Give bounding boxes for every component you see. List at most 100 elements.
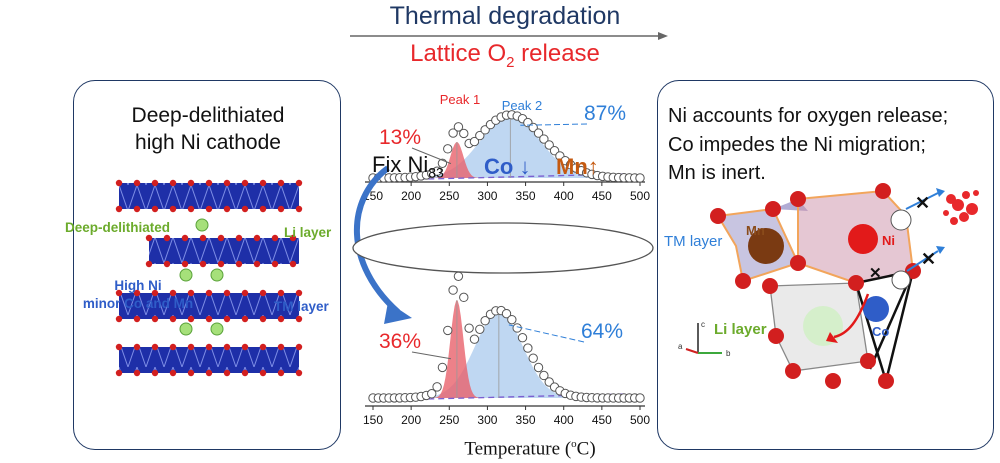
composition-ellipse [352,222,654,274]
slab-oxygen [259,289,267,297]
slab-oxygen [223,343,231,351]
x-tick-label: 450 [592,189,612,203]
oxygen-atom [878,373,894,389]
x-tick-label: 200 [401,189,421,203]
li-layer-label: Li layer [284,225,332,240]
slab-oxygen [223,369,231,377]
data-point [544,140,554,150]
oxygen-atom [765,201,781,217]
data-point [507,314,517,325]
data-point [448,285,458,295]
peak1-share: 36% [379,330,421,353]
diagram-subtitle: Lattice O2 release [410,40,600,71]
data-point [469,334,480,344]
data-point [539,134,549,144]
slab-oxygen [241,315,249,323]
peak1-area [430,300,488,398]
left-panel: Deep-delithiated high Ni cathode Deep-de… [65,80,341,450]
tm-slab [119,347,299,373]
data-point [453,122,464,132]
x-tick-label: 300 [477,189,497,203]
slab-oxygen [169,205,177,213]
slab-oxygen [115,343,123,351]
svg-text:✕: ✕ [915,193,930,213]
slab-oxygen [259,315,267,323]
slab-oxygen [241,289,249,297]
slab-oxygen [169,343,177,351]
slab-oxygen [145,234,153,242]
conclusion-mn: Mn is inert. [668,162,766,184]
slab-oxygen [115,205,123,213]
x-tick-label: 150 [363,413,383,427]
slab-oxygen [151,205,159,213]
slab-oxygen [235,260,243,268]
right-panel: Ni accounts for oxygen release; Co imped… [657,80,994,450]
slab-oxygen [295,315,303,323]
slab-oxygen [205,315,213,323]
tm-slab [149,238,299,264]
slab-oxygen [277,205,285,213]
data-point [475,130,485,141]
diagram-title: Thermal degradation [389,2,621,30]
axis-c-label: c [701,320,705,329]
data-point [437,362,448,373]
slab-oxygen [253,234,261,242]
slab-oxygen [205,289,213,297]
chart-bottom: 150 200 250 300 350 400 450 500 36% 64% [363,271,650,427]
mn-increase-label: Mn↑ [556,154,599,179]
oxygen-atom [785,363,801,379]
slab-oxygen [277,343,285,351]
tm-slab [119,183,299,209]
slab-oxygen [115,369,123,377]
slab-oxygen [169,289,177,297]
change-arrow [354,165,400,315]
slab-oxygen [133,289,141,297]
co-atom [863,296,889,322]
peak2-share: 64% [581,320,623,343]
slab-oxygen [151,343,159,351]
data-point [427,389,437,399]
data-point [432,382,442,392]
co-tetrahedron [854,269,915,386]
slab-oxygen [241,179,249,187]
peak2-area [414,116,625,178]
x-tick-label: 500 [630,189,650,203]
slab-oxygen [295,369,303,377]
x-tick-label: 350 [516,413,536,427]
slab-oxygen [133,343,141,351]
peak1-area [430,142,488,178]
oxygen-atom [790,255,806,271]
data-point [432,166,442,176]
oxygen-atom [875,183,891,199]
oxygen-atom [790,191,806,207]
x-tick-label: 450 [592,413,612,427]
slab-oxygen [217,234,225,242]
slab-oxygen [199,234,207,242]
x-tick-label: 250 [439,413,459,427]
data-point [453,271,464,281]
svg-text:✕: ✕ [921,249,936,269]
slab-oxygen [169,369,177,377]
vacancy-site [890,209,912,231]
data-point [635,393,645,403]
slab-oxygen [187,179,195,187]
oxygen-atom [768,328,784,344]
peak1-label: Peak 1 [440,92,480,107]
slab-oxygen [295,179,303,187]
data-point [635,173,645,183]
slab-oxygen [205,369,213,377]
slab-oxygen [295,205,303,213]
slab-oxygen [259,179,267,187]
oxygen-atom [825,373,841,389]
slab-oxygen [235,234,243,242]
x-tick-label: 200 [401,413,421,427]
x-tick-label: 250 [439,189,459,203]
o2-release-charts: 150 200 250 300 350 400 450 500 13% 87% Peak 1 Peak… [352,92,654,427]
slab-oxygen [133,179,141,187]
slab-oxygen [187,369,195,377]
slab-oxygen [259,343,267,351]
slab-oxygen [205,343,213,351]
slab-oxygen [271,234,279,242]
data-point [448,128,458,138]
